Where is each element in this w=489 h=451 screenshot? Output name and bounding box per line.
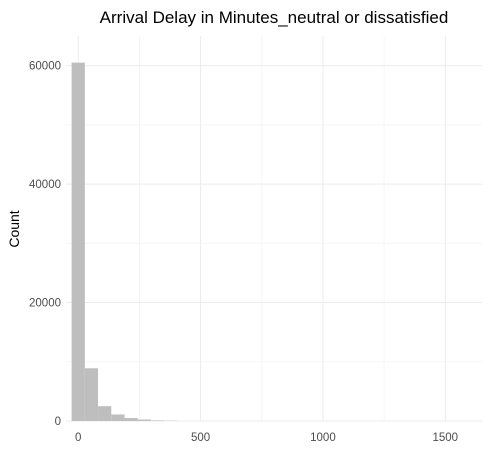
y-axis-title: Count: [6, 210, 22, 247]
x-tick-label: 500: [191, 432, 210, 444]
histogram-bar: [98, 406, 112, 421]
y-tick-label: 60000: [29, 61, 61, 73]
histogram-bar: [84, 368, 99, 421]
x-tick-label: 1500: [432, 432, 458, 444]
histogram-bar: [124, 418, 138, 421]
chart-title: Arrival Delay in Minutes_neutral or diss…: [100, 8, 449, 27]
x-tick-label: 1000: [310, 432, 336, 444]
histogram-bar: [71, 62, 85, 422]
y-tick-label: 40000: [29, 179, 61, 191]
histogram-bar: [111, 414, 125, 421]
y-tick-label: 0: [55, 416, 61, 428]
y-tick-label: 20000: [29, 298, 61, 310]
grid-lines: [66, 36, 482, 422]
histogram-bars: [71, 62, 178, 422]
x-tick-label: 0: [75, 432, 81, 444]
histogram-bar: [150, 420, 165, 421]
y-axis-ticks: 0 20000 40000 60000: [29, 61, 61, 428]
x-axis-ticks: 0 500 1000 1500: [75, 432, 458, 444]
histogram-bar: [137, 419, 151, 421]
